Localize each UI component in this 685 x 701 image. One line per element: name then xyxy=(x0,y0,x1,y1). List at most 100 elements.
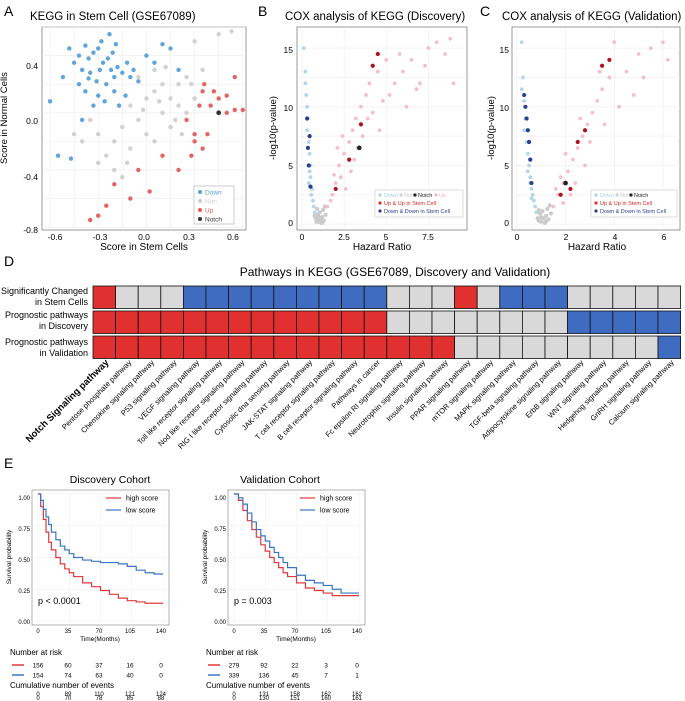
scatter-point-down xyxy=(521,75,525,80)
scatter-point-non xyxy=(192,96,197,101)
scatter-point-down xyxy=(529,187,534,191)
heatmap-cell xyxy=(499,310,523,334)
heatmap-cell xyxy=(544,335,569,359)
risk-table-cell: 1 xyxy=(355,673,359,680)
panel-c-ylabel: -log10(p-value) xyxy=(486,96,497,160)
legend-dot-downdown xyxy=(594,209,598,213)
km-right-events-title: Cumulative number of events xyxy=(206,681,310,690)
scatter-point-up xyxy=(583,163,587,168)
heatmap-cell xyxy=(137,310,162,334)
scatter-point-up xyxy=(434,40,439,45)
scatter-point-up xyxy=(590,110,595,115)
scatter-point-down-down-in-stem-cell xyxy=(307,134,312,139)
scatter-point-down-down-in-stem-cell xyxy=(525,128,530,133)
panel-c-xtick: 6 xyxy=(662,232,667,242)
scatter-point-up xyxy=(337,163,341,168)
legend-label-up: Up xyxy=(205,208,214,215)
scatter-point-up xyxy=(602,122,607,127)
km-left-risk-title: Number at risk xyxy=(10,648,63,657)
panel-a-xtick: -0.6 xyxy=(48,232,63,242)
scatter-point-down xyxy=(112,89,117,94)
scatter-point-non xyxy=(152,67,157,73)
risk-table-cell: 40 xyxy=(126,673,134,680)
scatter-point-up xyxy=(426,46,431,51)
risk-table-cell: 0 xyxy=(232,696,236,701)
scatter-point-up xyxy=(648,46,653,51)
legend-dot-notch xyxy=(198,217,202,221)
scatter-point-up-up-in-stem-cell xyxy=(375,51,380,57)
heatmap-cell xyxy=(295,335,320,359)
scatter-point-non xyxy=(157,99,162,104)
scatter-point-non xyxy=(543,219,549,224)
km-left-ytick: 0.75 xyxy=(18,527,30,533)
heatmap-row-label: in Validation xyxy=(40,348,88,358)
scatter-point-non xyxy=(160,110,165,115)
legend-dot-down xyxy=(378,193,382,197)
risk-table-cell: 60 xyxy=(64,663,72,670)
panel-d-title: Pathways in KEGG (GSE67089, Discovery an… xyxy=(240,265,551,279)
risk-table-cell: 131 xyxy=(259,692,270,698)
heatmap-cell xyxy=(160,285,184,309)
scatter-point-up xyxy=(377,128,382,133)
scatter-point-up xyxy=(600,87,604,92)
panel-c-xtick: 2 xyxy=(564,232,569,242)
scatter-point-up-up-in-stem-cell xyxy=(347,157,352,162)
risk-table-cell: 162 xyxy=(321,692,332,698)
scatter-point-down-down-in-stem-cell xyxy=(308,184,313,189)
panel-a-title: KEGG in Stem Cell (GSE67089) xyxy=(30,11,196,23)
scatter-point-up-up-in-stem-cell xyxy=(607,57,612,62)
risk-table-cell: 63 xyxy=(95,673,103,680)
scatter-point-non xyxy=(173,117,178,123)
panel-b-xtick: 0 xyxy=(300,232,305,242)
scatter-point-up xyxy=(568,192,573,197)
scatter-point-up xyxy=(375,69,380,74)
risk-table-cell: 124 xyxy=(156,692,167,698)
scatter-point-up xyxy=(370,110,375,115)
km-right-risk-title: Number at risk xyxy=(206,648,259,657)
scatter-point-down xyxy=(519,87,524,92)
legend-label-upup: Up & Up in Stem Cell xyxy=(384,201,436,207)
panel-b-xtick: 7.5 xyxy=(422,232,434,242)
scatter-point-non xyxy=(136,74,141,80)
scatter-point-non xyxy=(189,81,194,87)
risk-table-cell: 16 xyxy=(126,663,134,670)
scatter-point-up xyxy=(387,93,392,97)
km-left-ytick: 0.25 xyxy=(18,589,30,595)
panel-a-ytick: 0.4 xyxy=(26,61,38,71)
heatmap-cell xyxy=(657,285,682,309)
km-left-pvalue: p < 0.0001 xyxy=(38,596,81,606)
heatmap-cell xyxy=(363,335,388,359)
km-left-ylabel: Survival probability xyxy=(6,529,13,584)
legend-label-up: Up xyxy=(439,193,446,199)
panel-a-plot xyxy=(41,26,247,231)
scatter-point-up xyxy=(240,107,245,113)
risk-table-cell: 70 xyxy=(65,696,72,701)
heatmap-cell xyxy=(92,310,117,334)
km-right-legend: high score low score xyxy=(300,496,352,515)
heatmap-cell xyxy=(476,335,501,359)
scatter-point-non xyxy=(200,67,205,73)
scatter-point-non xyxy=(140,107,146,113)
scatter-point-down xyxy=(87,70,93,75)
heatmap-cell xyxy=(250,335,275,359)
panel-c-legend: Down Non Notch Up & Up in Stem Cell Down… xyxy=(590,189,678,218)
panel-a-letter: A xyxy=(4,3,14,19)
scatter-point-up xyxy=(189,153,194,158)
panel-b-ytick: 15 xyxy=(284,45,294,55)
heatmap-cell xyxy=(499,335,523,359)
panel-a-ylabel: Score in Normal Cells xyxy=(0,72,10,164)
scatter-point-down xyxy=(528,175,533,180)
scatter-point-down xyxy=(532,198,536,203)
heatmap-cell xyxy=(431,335,456,359)
scatter-point-non xyxy=(312,213,317,219)
risk-table-cell: 151 xyxy=(290,696,301,701)
panel-c-letter: C xyxy=(480,3,490,19)
scatter-point-non xyxy=(160,81,165,87)
heatmap-cell xyxy=(160,335,184,359)
legend-dot-up xyxy=(434,193,438,197)
scatter-point-non xyxy=(547,203,552,208)
risk-table-cell: 78 xyxy=(96,696,103,701)
scatter-point-down xyxy=(83,43,88,48)
scatter-point-down xyxy=(303,81,308,86)
scatter-point-up xyxy=(563,151,568,156)
